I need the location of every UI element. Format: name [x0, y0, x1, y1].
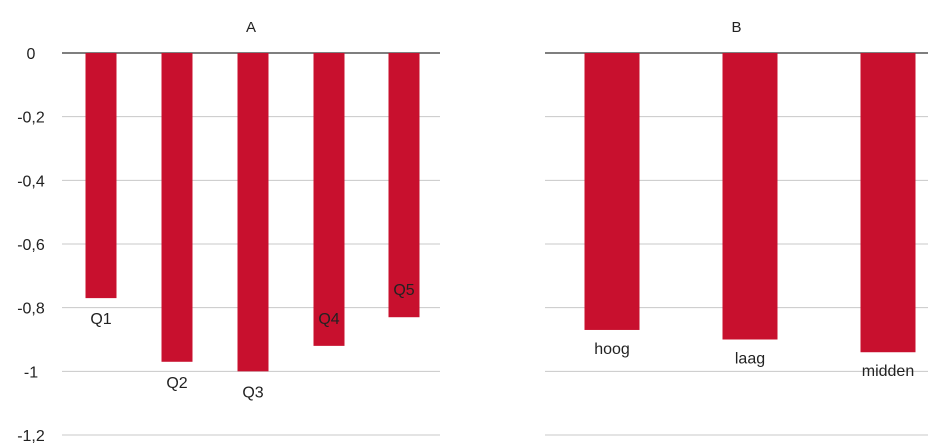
chart-panel-a: 0 -0,2 -0,4 -0,6 -0,8 -1 -1,2 A Q1 Q2 Q3 Q4 Q5 [17, 19, 440, 443]
chart-title: B [731, 19, 741, 36]
bar-laag [722, 53, 778, 340]
bar-q3 [237, 53, 269, 372]
category-label: midden [862, 363, 914, 380]
y-tick-label: -0,6 [17, 237, 45, 254]
bar-q1 [85, 53, 117, 299]
category-label: Q4 [318, 311, 339, 328]
y-tick-label: 0 [27, 46, 36, 63]
category-label: Q1 [90, 311, 111, 328]
chart-title: A [246, 19, 256, 36]
category-label: hoog [594, 341, 630, 358]
y-tick-label: -1,2 [17, 428, 45, 443]
y-tick-label: -1 [24, 364, 38, 381]
bar-midden [860, 53, 916, 353]
bar-hoog [584, 53, 640, 330]
category-label: Q3 [242, 384, 263, 401]
y-tick-label: -0,8 [17, 301, 45, 318]
category-label: Q5 [393, 282, 414, 299]
bar-q2 [161, 53, 193, 362]
y-tick-label: -0,2 [17, 110, 45, 127]
y-tick-label: -0,4 [17, 173, 45, 190]
bar-q5 [388, 53, 420, 318]
bar-q4 [313, 53, 345, 346]
category-label: laag [735, 351, 765, 368]
category-label: Q2 [166, 375, 187, 392]
